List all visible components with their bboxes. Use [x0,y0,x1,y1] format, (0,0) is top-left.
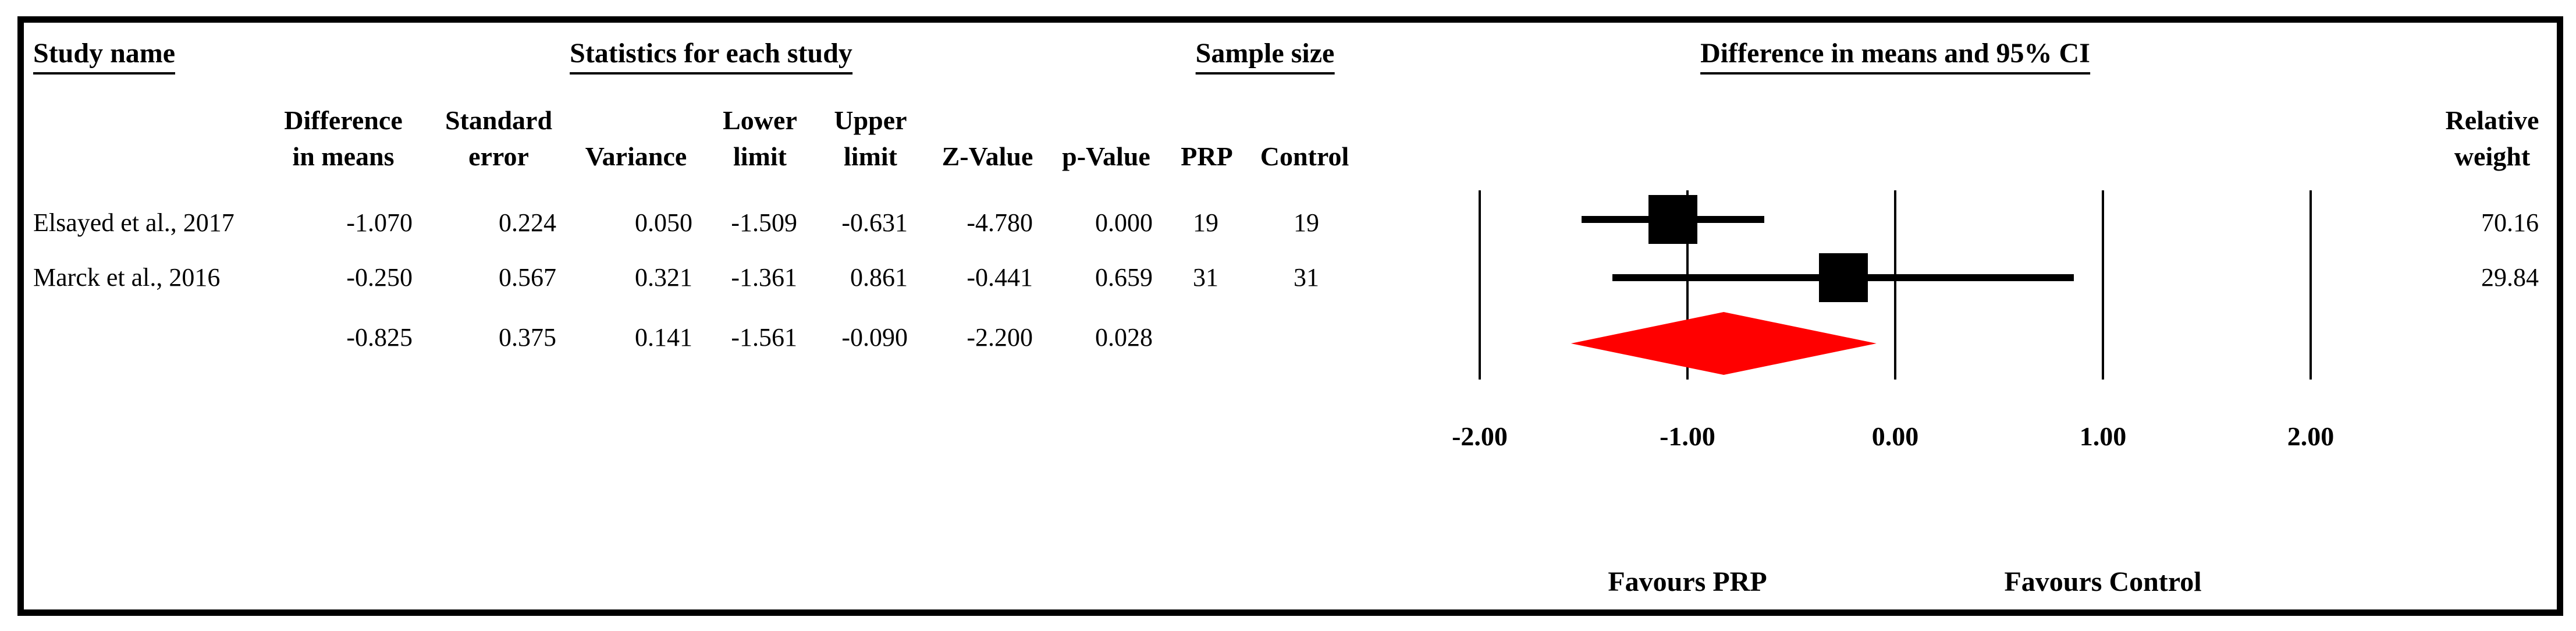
gridline-2.00 [2309,190,2312,380]
cell-z-value: -2.200 [967,323,1033,352]
axis-tick-label: 0.00 [1871,421,1919,451]
column-header-standard-error: Standard error [445,105,553,171]
cell-difference-in-means: -1.070 [346,208,413,237]
table-row-elsayed-2017: Elsayed et al., 2017 -1.070 0.224 0.050 … [0,205,2576,241]
column-header-lower-limit: Lower limit [723,105,797,171]
cell-upper-limit: 0.861 [850,263,908,292]
column-header-difference-in-means: Difference in means [284,105,403,171]
cell-prp-n: 31 [1193,263,1218,292]
cell-relative-weight: 70.16 [2481,208,2539,237]
cell-z-value: -4.780 [967,208,1033,237]
cell-upper-limit: -0.631 [841,208,908,237]
cell-study-name: Elsayed et al., 2017 [33,208,234,237]
sample-size-header: Sample size [1195,37,1335,75]
cell-standard-error: 0.567 [499,263,556,292]
study-name-header-label: Study name [33,38,176,75]
study-point-marker [1648,195,1697,244]
column-header-relative-weight: Relative weight [2445,105,2539,171]
column-header-variance: Variance [585,141,687,171]
sample-size-header-label: Sample size [1195,38,1335,75]
favours-prp-label: Favours PRP [1608,566,1767,597]
ci-header-label: Difference in means and 95% CI [1700,38,2090,75]
column-header-z-value: Z-Value [941,141,1033,171]
ci-header: Difference in means and 95% CI [1700,37,2090,75]
axis-tick-label: -1.00 [1660,421,1715,451]
cell-upper-limit: -0.090 [841,323,908,352]
gridline-1.00 [2102,190,2104,380]
study-name-header: Study name [33,37,176,75]
favours-control-label: Favours Control [2004,566,2202,597]
table-row-marck-2016: Marck et al., 2016 -0.250 0.567 0.321 -1… [0,260,2576,296]
cell-control-n: 19 [1294,208,1319,237]
statistics-header: Statistics for each study [570,37,852,75]
column-header-upper-limit: Upper limit [834,105,907,171]
cell-relative-weight: 29.84 [2481,263,2539,292]
cell-variance: 0.141 [635,323,692,352]
figure-border [17,16,2563,616]
column-header-control: Control [1260,141,1349,171]
cell-z-value: -0.441 [967,263,1033,292]
study-point-marker [1818,253,1868,302]
cell-control-n: 31 [1294,263,1319,292]
gridline--1.00 [1686,190,1689,380]
column-header-p-value: p-Value [1062,141,1150,171]
cell-p-value: 0.000 [1095,208,1153,237]
cell-variance: 0.050 [635,208,692,237]
cell-difference-in-means: -0.250 [346,263,413,292]
cell-p-value: 0.028 [1095,323,1153,352]
cell-p-value: 0.659 [1095,263,1153,292]
cell-lower-limit: -1.509 [731,208,797,237]
column-header-prp: PRP [1181,141,1233,171]
statistics-header-label: Statistics for each study [570,38,852,75]
cell-lower-limit: -1.561 [731,323,797,352]
cell-study-name: Marck et al., 2016 [33,263,221,292]
gridline-0.00 [1894,190,1896,380]
gridline--2.00 [1479,190,1481,380]
cell-standard-error: 0.375 [499,323,556,352]
axis-tick-label: 1.00 [2079,421,2127,451]
table-row-summary: -0.825 0.375 0.141 -1.561 -0.090 -2.200 … [0,320,2576,356]
cell-lower-limit: -1.361 [731,263,797,292]
cell-difference-in-means: -0.825 [346,323,413,352]
axis-tick-label: 2.00 [2287,421,2335,451]
cell-prp-n: 19 [1193,208,1218,237]
cell-variance: 0.321 [635,263,692,292]
cell-standard-error: 0.224 [499,208,556,237]
axis-tick-label: -2.00 [1452,421,1508,451]
